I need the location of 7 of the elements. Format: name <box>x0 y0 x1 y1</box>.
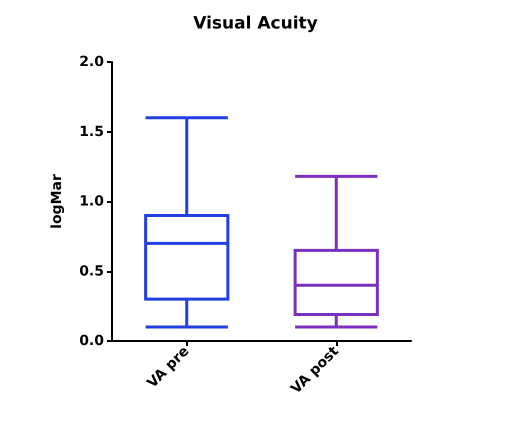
chart-title: Visual Acuity <box>193 14 318 34</box>
y-tick-label: 0.0 <box>79 333 104 349</box>
y-tick-label: 1.0 <box>79 194 104 210</box>
y-tick-label: 2.0 <box>79 54 104 70</box>
y-tick-label: 1.5 <box>79 124 104 140</box>
y-tick-label: 0.5 <box>79 263 104 280</box>
y-axis-title: logMar <box>49 174 65 229</box>
